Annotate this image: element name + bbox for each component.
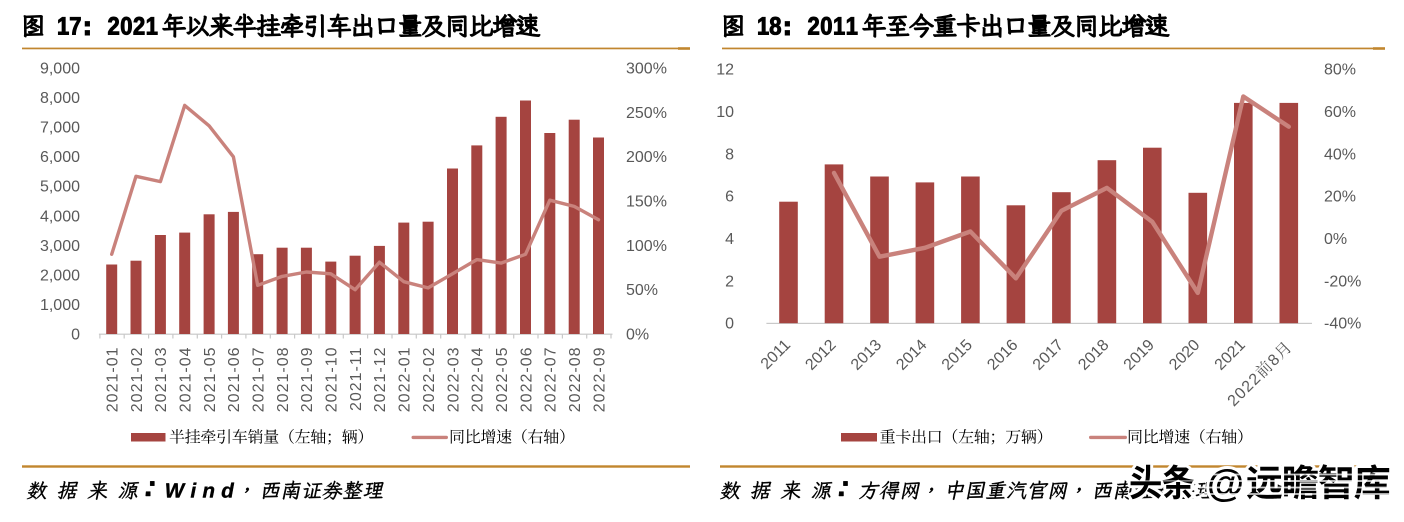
svg-text:-20%: -20% bbox=[1324, 273, 1361, 290]
svg-text:2021-10: 2021-10 bbox=[324, 347, 341, 413]
svg-text:2021-05: 2021-05 bbox=[202, 347, 219, 413]
svg-text:20%: 20% bbox=[1324, 189, 1356, 206]
svg-text:2022-01: 2022-01 bbox=[397, 347, 414, 413]
svg-text:9,000: 9,000 bbox=[40, 61, 80, 78]
svg-text:0%: 0% bbox=[626, 327, 649, 344]
svg-text:40%: 40% bbox=[1324, 146, 1356, 163]
svg-text:6: 6 bbox=[725, 189, 734, 206]
svg-text:0%: 0% bbox=[1324, 231, 1347, 248]
svg-text:2021-02: 2021-02 bbox=[129, 347, 146, 413]
svg-text:2021-08: 2021-08 bbox=[275, 347, 292, 413]
svg-text:2022-09: 2022-09 bbox=[591, 347, 608, 413]
svg-text:10: 10 bbox=[716, 104, 734, 121]
svg-text:50%: 50% bbox=[626, 282, 658, 299]
svg-text:-40%: -40% bbox=[1324, 316, 1361, 333]
svg-text:0: 0 bbox=[725, 316, 734, 333]
svg-text:2022-02: 2022-02 bbox=[421, 347, 438, 413]
svg-text:2021-12: 2021-12 bbox=[372, 347, 389, 413]
svg-text:150%: 150% bbox=[626, 194, 667, 211]
svg-text:2022-03: 2022-03 bbox=[445, 347, 462, 413]
svg-text:4: 4 bbox=[725, 231, 734, 248]
svg-text:2021-07: 2021-07 bbox=[251, 347, 268, 413]
svg-text:1,000: 1,000 bbox=[40, 297, 80, 314]
svg-text:80%: 80% bbox=[1324, 62, 1356, 79]
svg-text:7,000: 7,000 bbox=[40, 120, 80, 137]
svg-text:2021-09: 2021-09 bbox=[299, 347, 316, 413]
svg-text:2,000: 2,000 bbox=[40, 267, 80, 284]
svg-text:2021-03: 2021-03 bbox=[153, 347, 170, 413]
svg-text:2: 2 bbox=[725, 273, 734, 290]
svg-text:8: 8 bbox=[725, 146, 734, 163]
svg-text:60%: 60% bbox=[1324, 104, 1356, 121]
svg-text:250%: 250% bbox=[626, 105, 667, 122]
svg-text:8,000: 8,000 bbox=[40, 90, 80, 107]
svg-text:300%: 300% bbox=[626, 61, 667, 78]
svg-text:3,000: 3,000 bbox=[40, 238, 80, 255]
svg-text:100%: 100% bbox=[626, 238, 667, 255]
svg-text:2022-06: 2022-06 bbox=[518, 347, 535, 413]
svg-text:2022-04: 2022-04 bbox=[470, 347, 487, 413]
svg-text:12: 12 bbox=[716, 62, 734, 79]
svg-text:2022-08: 2022-08 bbox=[567, 347, 584, 413]
svg-text:4,000: 4,000 bbox=[40, 208, 80, 225]
svg-text:200%: 200% bbox=[626, 149, 667, 166]
svg-text:0: 0 bbox=[71, 327, 80, 344]
svg-text:2021-06: 2021-06 bbox=[226, 347, 243, 413]
svg-text:6,000: 6,000 bbox=[40, 149, 80, 166]
svg-text:5,000: 5,000 bbox=[40, 179, 80, 196]
svg-text:2022-07: 2022-07 bbox=[543, 347, 560, 413]
svg-text:2022-05: 2022-05 bbox=[494, 347, 511, 413]
svg-text:2021-01: 2021-01 bbox=[105, 347, 122, 413]
svg-text:2021-11: 2021-11 bbox=[348, 347, 365, 412]
svg-text:2021-04: 2021-04 bbox=[178, 347, 195, 413]
